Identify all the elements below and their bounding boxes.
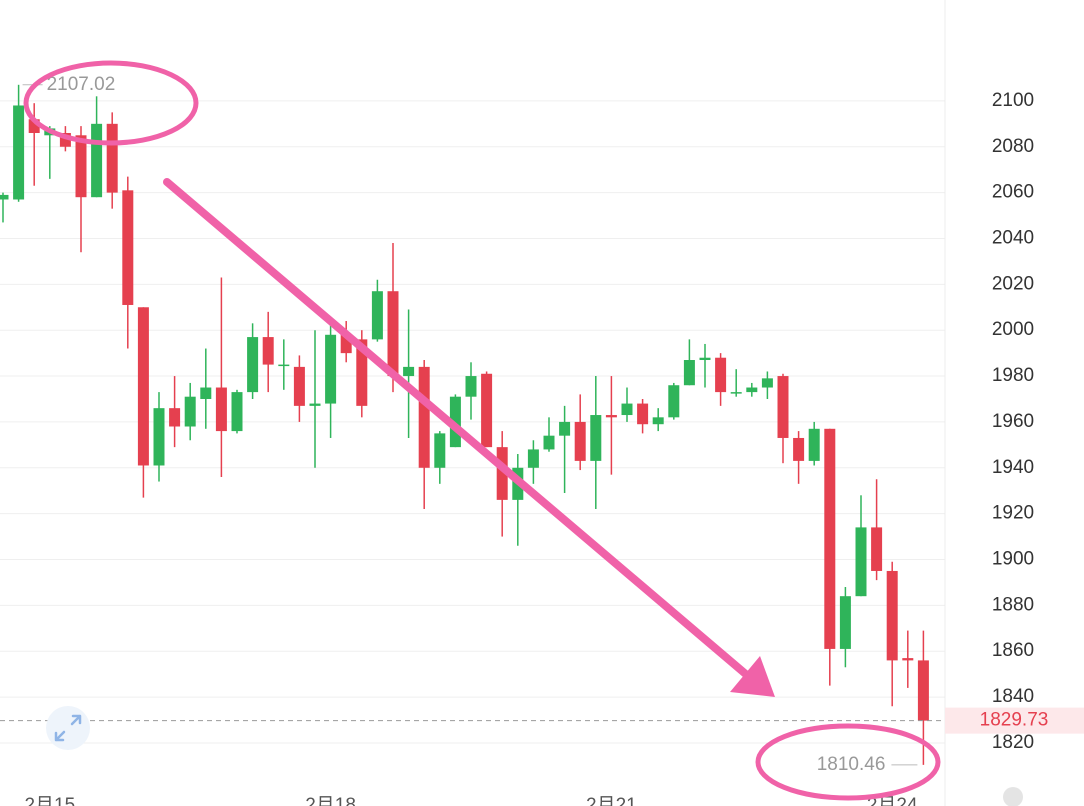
y-tick-label: 1880 <box>992 594 1034 615</box>
candle-body <box>231 392 243 432</box>
candle-body <box>668 385 680 418</box>
overlay: 2107.02 1810.46 1829.73 <box>0 74 1084 775</box>
candle-body <box>917 660 929 721</box>
candle-body <box>13 105 25 200</box>
candle-body <box>75 135 87 198</box>
candle-body <box>543 435 555 450</box>
candle-body <box>824 428 836 649</box>
candle-body <box>902 658 914 661</box>
candle-body <box>481 373 493 448</box>
candle-body <box>28 119 40 133</box>
y-tick-label: 1980 <box>992 365 1034 386</box>
candle-body <box>309 403 321 406</box>
candle-body <box>605 415 617 418</box>
candle-body <box>761 378 773 388</box>
y-tick-label: 2020 <box>992 273 1034 294</box>
candle-body <box>434 433 446 468</box>
last-price-label: 1829.73 <box>980 710 1049 731</box>
highlight-ellipse <box>23 60 199 146</box>
candle-body <box>574 421 586 461</box>
candle-body <box>387 291 399 377</box>
candle-body <box>871 527 883 571</box>
candle-body <box>371 291 383 340</box>
arrow-head <box>730 656 775 697</box>
candle-body <box>683 360 695 386</box>
candle-body <box>808 428 820 461</box>
min-label: 1810.46 <box>817 754 886 775</box>
y-tick-label: 2060 <box>992 182 1034 203</box>
candle-body <box>153 408 165 466</box>
candle-body <box>247 337 259 393</box>
y-tick-label: 1960 <box>992 411 1034 432</box>
candle-body <box>278 364 290 367</box>
y-tick-label: 2000 <box>992 319 1034 340</box>
candle-body <box>418 366 430 468</box>
last-price-tag <box>945 707 1084 734</box>
x-tick-label: 2月15 <box>24 795 75 806</box>
candle-body <box>91 123 103 198</box>
max-label: 2107.02 <box>47 74 116 95</box>
candle-body <box>621 403 633 416</box>
candle-body <box>200 387 212 399</box>
candle-body <box>559 421 571 436</box>
y-tick-label: 2100 <box>992 90 1034 111</box>
candle-body <box>886 570 898 661</box>
candle-body <box>137 307 149 466</box>
candle-body <box>527 449 539 468</box>
candle-body <box>169 408 181 427</box>
corner-icon[interactable] <box>1003 787 1023 806</box>
candle-body <box>652 417 664 425</box>
candle-body <box>215 387 227 432</box>
y-tick-label: 2040 <box>992 227 1034 248</box>
candle-body <box>449 396 461 448</box>
y-tick-label: 1860 <box>992 640 1034 661</box>
candle-body <box>496 447 508 500</box>
candle-body <box>730 392 742 394</box>
candle-body <box>0 194 9 200</box>
candle-body <box>637 403 649 425</box>
y-tick-label: 1900 <box>992 549 1034 570</box>
candle-body <box>106 123 118 193</box>
candle-body <box>465 376 477 397</box>
candle-body <box>184 396 196 427</box>
candle-body <box>746 387 758 393</box>
candle-body <box>356 339 368 406</box>
candle-body <box>839 596 851 649</box>
y-tick-label: 1840 <box>992 686 1034 707</box>
y-tick-label: 2080 <box>992 136 1034 157</box>
expand-icon[interactable] <box>46 706 90 750</box>
grid: 1820 1840 1860 1880 1900 1920 1940 1960 1980 2000… <box>0 90 1034 806</box>
candle-body <box>59 132 71 147</box>
highlight-ellipse <box>755 723 941 801</box>
icon-arrows <box>54 714 82 742</box>
x-tick-label: 2月24 <box>867 795 918 806</box>
y-tick-label: 1940 <box>992 457 1034 478</box>
icon-bg <box>46 706 90 750</box>
candle-body <box>715 357 727 393</box>
candle-body <box>793 437 805 461</box>
x-tick-label: 2月18 <box>305 795 356 806</box>
candles <box>0 84 929 765</box>
y-tick-label: 1920 <box>992 503 1034 524</box>
candle-body <box>293 366 305 406</box>
candle-body <box>340 334 352 354</box>
candle-body <box>855 527 867 597</box>
candle-body <box>122 190 134 305</box>
y-tick-label: 1820 <box>992 732 1034 753</box>
trend-arrow <box>163 178 752 680</box>
candle-body <box>590 415 602 461</box>
candle-body <box>777 376 789 438</box>
candle-body <box>262 337 274 365</box>
candle-body <box>403 366 415 377</box>
x-tick-label: 2月21 <box>586 795 637 806</box>
candle-body <box>699 357 711 361</box>
candle-body <box>325 334 337 404</box>
